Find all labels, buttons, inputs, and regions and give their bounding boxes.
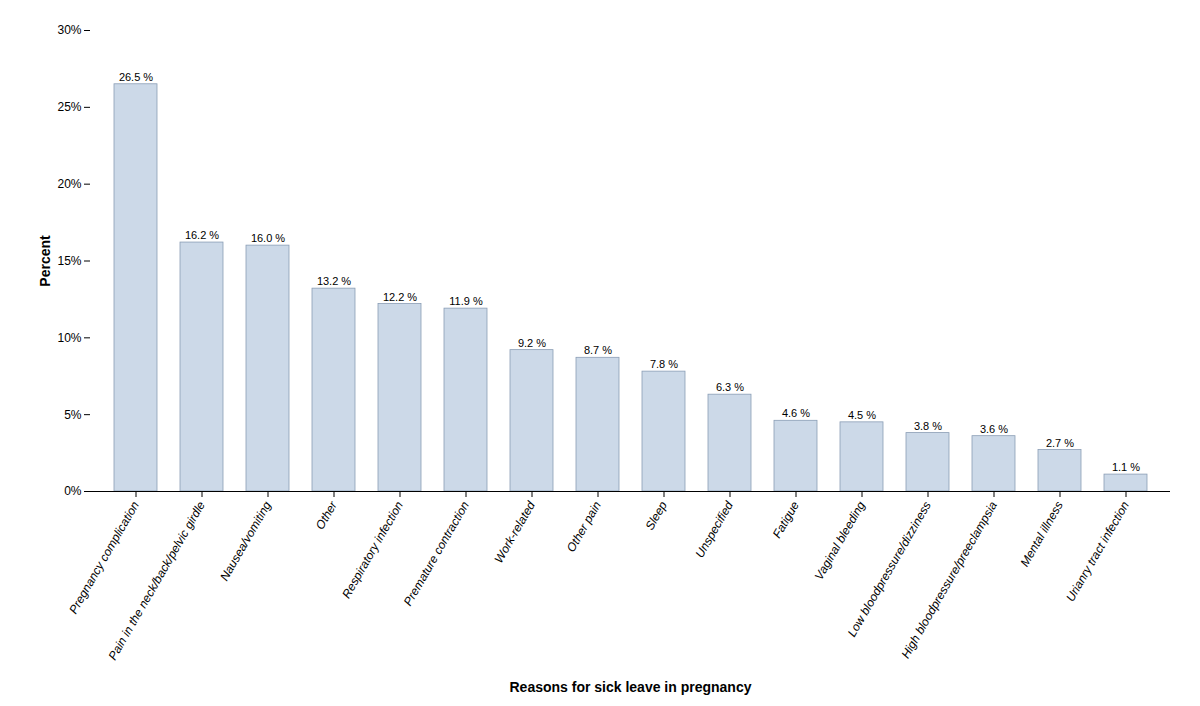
svg-text:25%: 25% bbox=[57, 100, 81, 114]
svg-text:20%: 20% bbox=[57, 177, 81, 191]
svg-text:3.6 %: 3.6 % bbox=[980, 423, 1008, 435]
svg-text:Low bloodpressure/dizziness: Low bloodpressure/dizziness bbox=[844, 498, 934, 640]
svg-text:Vaginal bleeding: Vaginal bleeding bbox=[812, 499, 868, 583]
svg-text:Sleep: Sleep bbox=[642, 499, 670, 533]
svg-text:Fatigue: Fatigue bbox=[770, 499, 802, 541]
svg-text:26.5 %: 26.5 % bbox=[119, 71, 153, 83]
svg-text:Nausea/vomiting: Nausea/vomiting bbox=[217, 499, 274, 584]
svg-text:11.9 %: 11.9 % bbox=[449, 295, 483, 307]
svg-text:3.8 %: 3.8 % bbox=[914, 420, 942, 432]
svg-text:4.5 %: 4.5 % bbox=[848, 409, 876, 421]
svg-text:16.0 %: 16.0 % bbox=[251, 232, 285, 244]
svg-text:1.1 %: 1.1 % bbox=[1112, 461, 1140, 473]
svg-text:Reasons for sick leave in preg: Reasons for sick leave in pregnancy bbox=[510, 679, 752, 695]
svg-text:7.8 %: 7.8 % bbox=[650, 358, 678, 370]
svg-text:6.3 %: 6.3 % bbox=[716, 381, 744, 393]
svg-text:Mental illness: Mental illness bbox=[1017, 499, 1065, 569]
svg-text:Respiratory infection: Respiratory infection bbox=[339, 499, 406, 601]
svg-text:10%: 10% bbox=[57, 331, 81, 345]
svg-text:4.6 %: 4.6 % bbox=[782, 407, 810, 419]
svg-text:9.2 %: 9.2 % bbox=[518, 337, 546, 349]
svg-text:Work-related: Work-related bbox=[491, 499, 538, 566]
svg-text:2.7 %: 2.7 % bbox=[1046, 437, 1074, 449]
svg-text:15%: 15% bbox=[57, 254, 81, 268]
svg-text:Pain in the neck/back/pelvic g: Pain in the neck/back/pelvic girdle bbox=[105, 499, 208, 663]
svg-text:13.2 %: 13.2 % bbox=[317, 275, 351, 287]
svg-text:Percent: Percent bbox=[37, 235, 53, 287]
svg-text:5%: 5% bbox=[64, 408, 82, 422]
svg-text:16.2 %: 16.2 % bbox=[185, 229, 219, 241]
svg-text:High bloodpressure/preeclampsi: High bloodpressure/preeclampsia bbox=[898, 499, 1000, 661]
svg-text:Unspecified: Unspecified bbox=[692, 499, 736, 561]
svg-text:Pregnancy complication: Pregnancy complication bbox=[66, 499, 142, 617]
svg-text:Other: Other bbox=[313, 498, 341, 532]
svg-text:0%: 0% bbox=[64, 484, 82, 498]
svg-text:Other pain: Other pain bbox=[564, 499, 604, 555]
svg-text:Urianry tract infection: Urianry tract infection bbox=[1063, 499, 1132, 604]
svg-text:8.7 %: 8.7 % bbox=[584, 344, 612, 356]
svg-text:Premature contraction: Premature contraction bbox=[401, 499, 472, 609]
svg-text:30%: 30% bbox=[57, 23, 81, 37]
svg-text:12.2 %: 12.2 % bbox=[383, 291, 417, 303]
